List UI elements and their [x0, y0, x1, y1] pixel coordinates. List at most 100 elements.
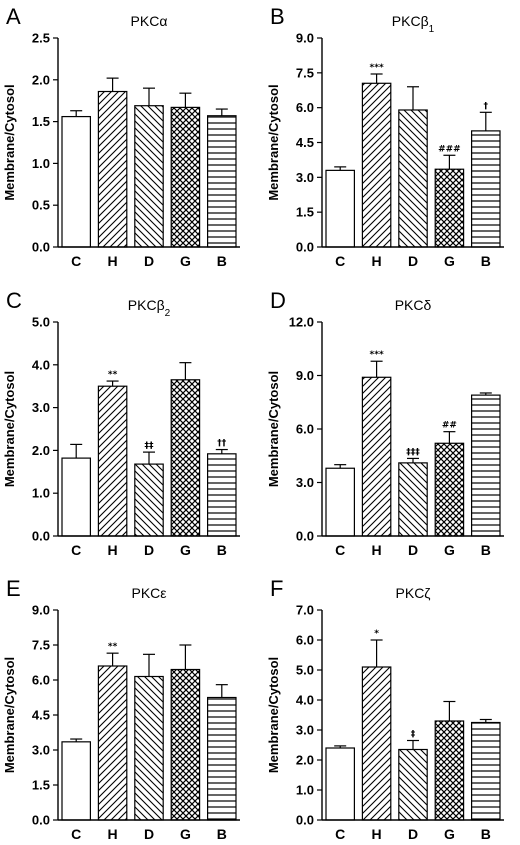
category-label: G — [444, 826, 455, 842]
y-tick-label: 0.0 — [296, 529, 314, 544]
bar-b — [471, 721, 501, 821]
bar-g — [434, 168, 465, 248]
bar-d — [398, 462, 428, 537]
y-tick-label: 4.0 — [32, 357, 50, 372]
bar-c — [325, 467, 355, 537]
y-axis-label: Membrane/Cytosol — [2, 371, 17, 487]
category-label: G — [444, 253, 455, 269]
bar-b — [207, 696, 237, 821]
panel-title: PKCε — [131, 585, 166, 601]
category-label: H — [108, 253, 118, 269]
category-label: C — [71, 542, 81, 558]
bar-h — [97, 385, 128, 537]
panel-letter: E — [6, 576, 21, 601]
y-tick-label: 0.0 — [32, 813, 50, 828]
category-label: H — [372, 826, 382, 842]
bar-b — [471, 130, 501, 248]
panel-d: D PKCδ Membrane/Cytosol C *** H ‡‡‡ D ## G B 0.0 3.0… — [266, 288, 504, 558]
significance-marker: ## — [442, 421, 457, 431]
panel-e: E PKCε Membrane/Cytosol C ** H D G B 0.0 1.5 3.0 4.5… — [2, 576, 240, 842]
significance-marker: *** — [370, 350, 384, 360]
category-label: G — [180, 253, 191, 269]
y-tick-label: 6.0 — [296, 633, 314, 648]
panel-letter: F — [270, 576, 283, 601]
panel-letter: D — [270, 288, 286, 313]
category-label: C — [335, 826, 345, 842]
category-label: G — [180, 542, 191, 558]
category-label: D — [144, 542, 154, 558]
significance-marker: *** — [370, 63, 384, 73]
panel-letter: C — [6, 288, 22, 313]
category-label: B — [481, 542, 491, 558]
bar-d — [398, 109, 428, 248]
y-tick-label: 7.5 — [32, 638, 50, 653]
y-tick-label: 3.0 — [296, 475, 314, 490]
panel-c: C PKCβ2 Membrane/Cytosol C ** H ‡‡ D G †† B 0.0 1.0 2… — [2, 288, 240, 558]
y-tick-label: 1.0 — [32, 486, 50, 501]
y-tick-label: 4.5 — [32, 708, 50, 723]
bar-g — [170, 668, 201, 821]
category-label: G — [180, 826, 191, 842]
bar-b — [471, 394, 501, 537]
y-tick-label: 0.0 — [32, 529, 50, 544]
significance-marker: ‡ — [411, 730, 416, 740]
significance-marker: †† — [217, 439, 227, 449]
y-tick-label: 5.0 — [296, 663, 314, 678]
y-tick-label: 7.0 — [296, 603, 314, 618]
bar-g — [434, 720, 465, 821]
panel-letter: B — [270, 4, 285, 29]
y-tick-label: 2.5 — [32, 31, 50, 46]
y-tick-label: 6.0 — [32, 673, 50, 688]
y-tick-label: 3.0 — [32, 743, 50, 758]
y-tick-label: 9.0 — [296, 31, 314, 46]
bar-d — [134, 675, 164, 821]
y-tick-label: 9.0 — [296, 368, 314, 383]
y-tick-label: 0.0 — [32, 240, 50, 255]
category-label: B — [217, 826, 227, 842]
bar-h — [361, 666, 392, 821]
y-tick-label: 3.0 — [296, 170, 314, 185]
y-tick-label: 4.0 — [296, 693, 314, 708]
y-tick-label: 1.5 — [32, 778, 50, 793]
bar-g — [170, 106, 201, 248]
y-tick-label: 3.0 — [296, 723, 314, 738]
category-label: H — [372, 253, 382, 269]
significance-marker: ‡‡‡ — [406, 447, 420, 457]
y-tick-label: 7.5 — [296, 65, 314, 80]
significance-marker: ### — [438, 144, 461, 154]
category-label: C — [335, 542, 345, 558]
panel-f: F PKCζ Membrane/Cytosol C * H ‡ D G B 0.0 1.0 2.0 3.0… — [266, 576, 504, 842]
panel-title: PKCζ — [396, 585, 431, 601]
bar-h — [361, 82, 392, 248]
y-tick-label: 0.0 — [296, 240, 314, 255]
bar-h — [361, 376, 392, 537]
y-axis-label: Membrane/Cytosol — [2, 657, 17, 773]
category-label: D — [144, 826, 154, 842]
y-tick-label: 3.0 — [32, 400, 50, 415]
panel-b: B PKCβ1 Membrane/Cytosol C *** H D ### G † B 0.0 1.5… — [266, 4, 504, 269]
y-tick-label: 2.0 — [32, 72, 50, 87]
significance-marker: † — [484, 101, 489, 111]
y-tick-label: 1.5 — [32, 114, 50, 129]
bar-g — [170, 379, 201, 537]
y-tick-label: 4.5 — [296, 135, 314, 150]
significance-marker: ** — [108, 642, 118, 652]
bar-d — [134, 463, 164, 537]
panel-title: PKCβ2 — [128, 297, 171, 319]
category-label: H — [372, 542, 382, 558]
bar-d — [134, 105, 164, 248]
y-axis-label: Membrane/Cytosol — [266, 657, 281, 773]
bar-c — [325, 169, 355, 248]
bar-c — [61, 741, 91, 821]
category-label: D — [144, 253, 154, 269]
y-tick-label: 6.0 — [296, 422, 314, 437]
y-tick-label: 1.0 — [296, 783, 314, 798]
y-tick-label: 1.0 — [32, 156, 50, 171]
bar-h — [97, 665, 128, 821]
bar-c — [61, 457, 91, 537]
bar-c — [61, 115, 91, 248]
category-label: D — [408, 826, 418, 842]
y-tick-label: 12.0 — [289, 315, 314, 330]
category-label: D — [408, 253, 418, 269]
